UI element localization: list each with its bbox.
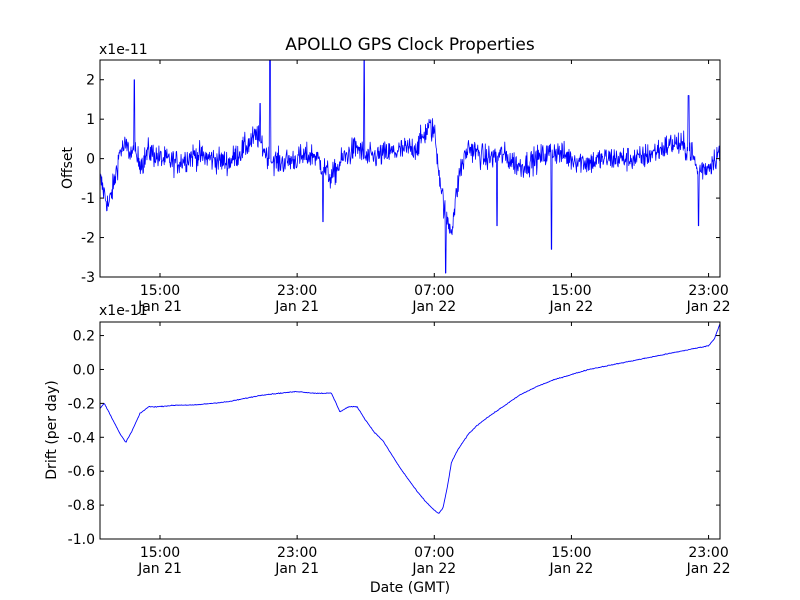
offset-panel: APOLLO GPS Clock Properties x1e-11 2 1 0 -1…	[60, 35, 731, 315]
drift-x-tick-time-label: 07:00	[414, 545, 454, 561]
offset-x-tick-time-label: 15:00	[551, 283, 591, 299]
offset-series-line-0	[100, 60, 720, 274]
drift-x-tick-time-label: 15:00	[551, 545, 591, 561]
drift-plot-area	[100, 323, 720, 514]
offset-x-tick-time-label: 23:00	[688, 283, 728, 299]
drift-y-tick-label: -0.8	[68, 498, 95, 514]
offset-axes-frame	[99, 59, 721, 278]
drift-x-tick-time-label: 23:00	[688, 545, 728, 561]
offset-x-tick-date-label: Jan 22	[686, 299, 731, 315]
drift-y-tick-label: -0.2	[68, 396, 95, 412]
offset-x-tick-time-label: 07:00	[414, 283, 454, 299]
offset-y-tick-label: 2	[86, 73, 95, 89]
offset-y-axis-label: Offset	[60, 146, 76, 189]
drift-x-tick-time-label: 15:00	[140, 545, 180, 561]
offset-y-tick-label: -2	[81, 231, 95, 247]
drift-x-tick-date-label: Jan 22	[411, 561, 456, 577]
drift-series-line-0	[100, 323, 720, 514]
drift-y-axis-label: Drift (per day)	[44, 380, 60, 479]
drift-y-tick-label: -0.6	[68, 464, 95, 480]
offset-y-ticks: 2 1 0 -1 -2 -3	[81, 73, 720, 286]
drift-y-tick-label: 0.2	[73, 329, 95, 345]
offset-x-tick-time-label: 15:00	[140, 283, 180, 299]
drift-x-tick-date-label: Jan 21	[274, 561, 319, 577]
drift-y-tick-label: -1.0	[68, 532, 95, 548]
drift-y-multiplier: x1e-11	[99, 303, 148, 319]
offset-x-tick-time-label: 23:00	[277, 283, 317, 299]
offset-y-tick-label: -3	[81, 270, 95, 286]
drift-x-tick-date-label: Jan 22	[548, 561, 593, 577]
drift-x-tick-time-label: 23:00	[277, 545, 317, 561]
offset-x-tick-date-label: Jan 22	[548, 299, 593, 315]
offset-y-tick-label: 1	[86, 112, 95, 128]
offset-y-multiplier: x1e-11	[99, 42, 148, 58]
chart-title: APOLLO GPS Clock Properties	[285, 35, 535, 55]
drift-y-ticks: 0.2 0.0 -0.2 -0.4 -0.6 -0.8 -1.0	[68, 329, 720, 548]
offset-y-tick-label: 0	[86, 152, 95, 168]
offset-x-tick-date-label: Jan 22	[411, 299, 456, 315]
offset-plot-area	[100, 60, 720, 274]
drift-y-tick-label: -0.4	[68, 430, 95, 446]
drift-panel: x1e-11 0.20.0-0.2-0.4-0.6-0.8-1.0 15:00J…	[44, 303, 731, 596]
offset-y-tick-label: -1	[81, 191, 95, 207]
drift-y-tick-label: 0.0	[73, 362, 95, 378]
offset-x-tick-date-label: Jan 21	[274, 299, 319, 315]
drift-x-tick-date-label: Jan 21	[137, 561, 182, 577]
offset-x-tick-date-label: Jan 21	[137, 299, 182, 315]
drift-x-tick-date-label: Jan 22	[686, 561, 731, 577]
x-axis-label: Date (GMT)	[370, 580, 450, 596]
drift-axes-frame	[99, 321, 721, 540]
